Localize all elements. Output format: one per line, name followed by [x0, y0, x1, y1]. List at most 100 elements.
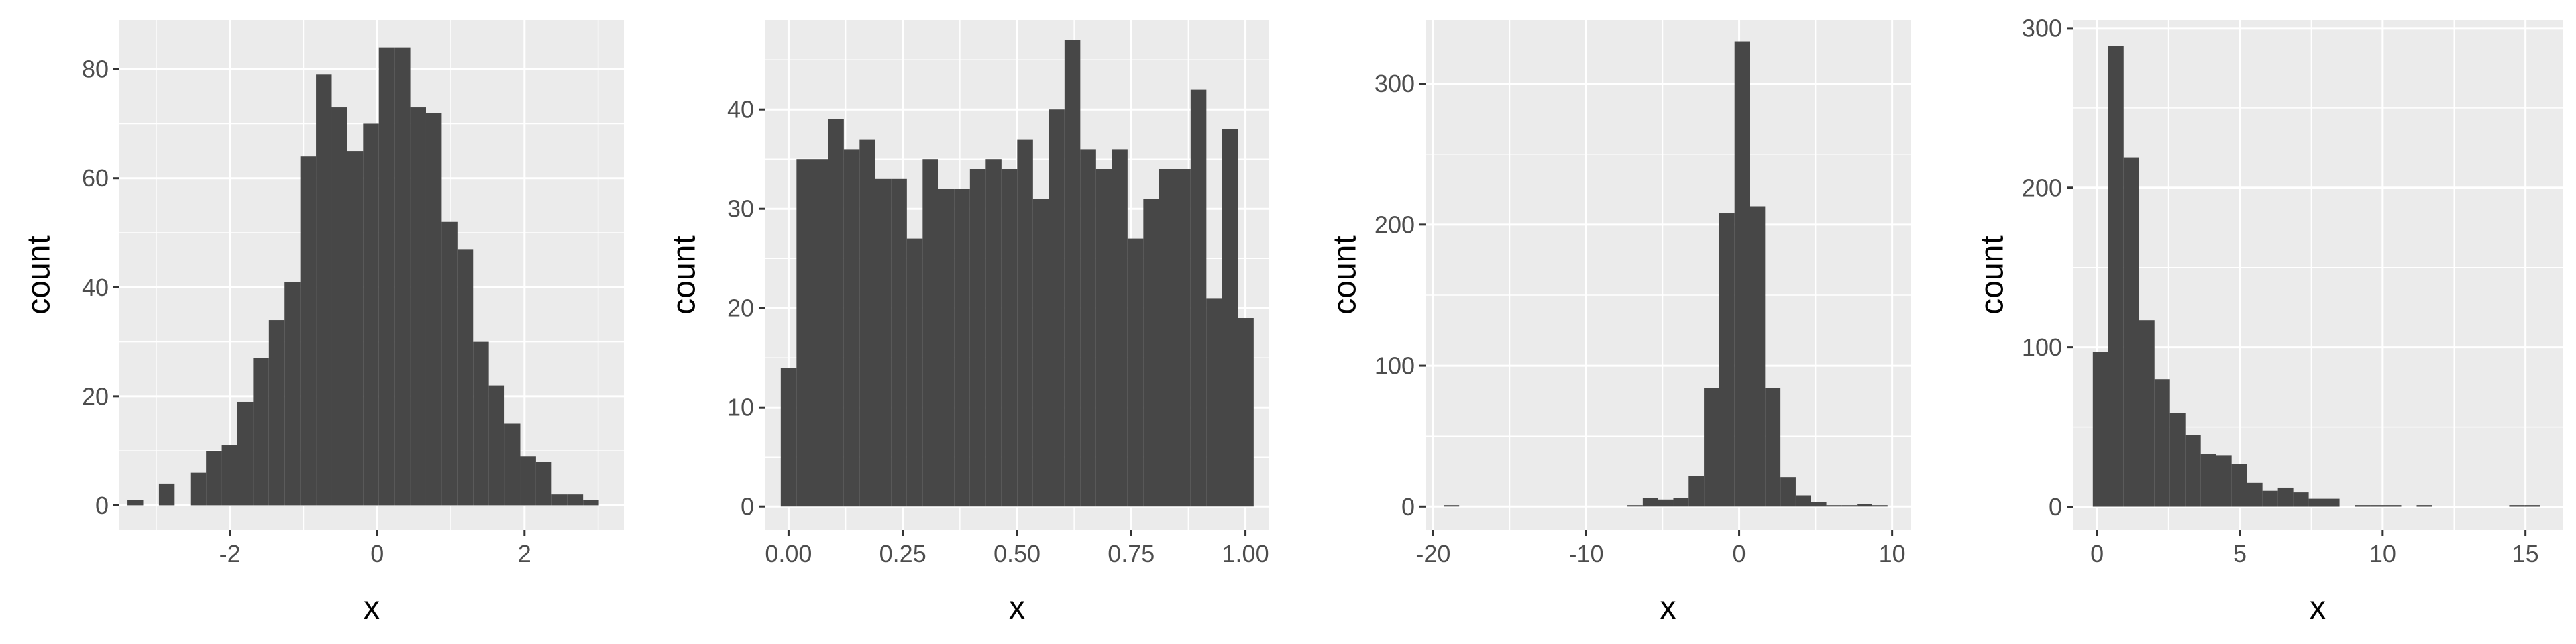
histogram-bar [1190, 89, 1207, 507]
histogram-bar [551, 494, 568, 506]
y-tick-label: 0 [2049, 493, 2062, 521]
histogram-bar [378, 47, 395, 506]
histogram-bar [520, 456, 536, 506]
histogram-bar [954, 189, 970, 507]
histogram-bar [2308, 498, 2324, 507]
y-tick-label: 40 [727, 96, 754, 123]
histogram-bar [1032, 199, 1049, 507]
histogram-panel-2: 0 10 20 30 40 0.00 0.25 0.50 0.75 1.00 x count [667, 20, 1269, 626]
y-axis-title: count [667, 235, 702, 314]
y-tick-label: 300 [2022, 14, 2062, 42]
histogram-bar [316, 74, 332, 506]
histogram-bar [938, 189, 955, 507]
y-tick-label: 100 [1375, 352, 1415, 380]
histogram-bar [206, 451, 222, 506]
plot-panel-background [1426, 20, 1911, 530]
histogram-bar [859, 139, 875, 507]
y-tick-label: 20 [727, 294, 754, 322]
histogram-bar [985, 159, 1002, 507]
x-tick-label: 0.25 [879, 540, 926, 568]
histogram-bar [2416, 505, 2432, 507]
histogram-bar [1857, 504, 1872, 507]
histogram-bar [347, 151, 364, 506]
x-axis-title: x [1660, 590, 1676, 626]
histogram-bar [2169, 413, 2186, 507]
y-tick-label: 60 [82, 164, 109, 192]
histogram-bar [2216, 455, 2232, 507]
histogram-bar [2123, 157, 2139, 507]
histogram-bar [1064, 40, 1081, 507]
x-axis-title: x [2310, 590, 2326, 626]
histogram-bar [2293, 492, 2309, 507]
histogram-bar [812, 159, 828, 507]
histogram-bar [253, 358, 269, 506]
histogram-bar [875, 178, 892, 507]
histogram-bar [2324, 498, 2340, 507]
histogram-bar [1780, 477, 1796, 507]
x-tick-label: 5 [2233, 540, 2247, 568]
histogram-bar [906, 238, 923, 507]
histogram-bar [2200, 454, 2216, 507]
histogram-panel-1: 0 20 40 60 80 -2 0 2 x count [21, 20, 624, 626]
histogram-bar [284, 282, 301, 506]
x-tick-label: 1.00 [1222, 540, 1269, 568]
histogram-bar [2185, 435, 2201, 507]
x-tick-label: -20 [1415, 540, 1450, 568]
histogram-bar [1222, 129, 1238, 507]
histogram-bar [1642, 498, 1658, 507]
histogram-bar [1238, 318, 1254, 507]
histogram-bar [1175, 169, 1191, 507]
histogram-bar [1765, 388, 1781, 507]
histogram-bar [425, 113, 442, 506]
histogram-bar [1001, 169, 1018, 507]
histogram-panel-3: 0 100 200 300 -20 -10 0 10 x count [1328, 20, 1911, 626]
histogram-bar [1159, 169, 1175, 507]
histogram-bar [1127, 238, 1144, 507]
x-tick-label: 0.50 [994, 540, 1040, 568]
histogram-bar [190, 472, 207, 506]
histogram-bar [535, 462, 552, 506]
histogram-bar [504, 423, 521, 506]
histogram-bar [1841, 505, 1858, 507]
x-tick-label: -10 [1568, 540, 1603, 568]
histogram-bar [1811, 502, 1827, 507]
histogram-bar [268, 320, 285, 506]
histogram-bar [488, 385, 505, 506]
histogram-bar [2385, 505, 2402, 507]
histogram-bar [2355, 505, 2371, 507]
histogram-bar [1658, 499, 1674, 507]
x-tick-label: 0.75 [1108, 540, 1155, 568]
histogram-bar [1826, 505, 1842, 507]
y-tick-label: 80 [82, 56, 109, 83]
x-tick-label: 10 [1879, 540, 1906, 568]
histogram-bar [1734, 41, 1750, 507]
histogram-bar [331, 107, 347, 506]
x-tick-label: 2 [518, 540, 531, 568]
histogram-bar [410, 107, 426, 506]
histogram-bar [2092, 352, 2108, 507]
histogram-bar [2277, 487, 2294, 507]
y-axis-title: count [1975, 235, 2010, 314]
x-tick-label: 0 [370, 540, 384, 568]
histogram-bar [969, 169, 986, 507]
y-tick-label: 30 [727, 195, 754, 223]
histogram-bar [2262, 490, 2278, 507]
histogram-bar [1017, 139, 1033, 507]
y-tick-label: 40 [82, 274, 109, 301]
histogram-bar [1095, 169, 1112, 507]
histogram-bar [457, 249, 474, 506]
x-tick-label: 15 [2512, 540, 2539, 568]
histogram-bar [1872, 505, 1888, 507]
x-axis-title: x [364, 590, 380, 626]
y-tick-label: 200 [2022, 174, 2062, 201]
histogram-bar [2231, 464, 2247, 507]
histogram-bar [1444, 505, 1460, 507]
histogram-bar [567, 494, 584, 506]
histogram-bar [2247, 482, 2263, 507]
x-tick-label: -2 [219, 540, 241, 568]
y-tick-label: 0 [741, 493, 754, 521]
x-axis-title: x [1009, 590, 1025, 626]
histogram-bar [1688, 476, 1705, 507]
histogram-bar [843, 149, 860, 507]
